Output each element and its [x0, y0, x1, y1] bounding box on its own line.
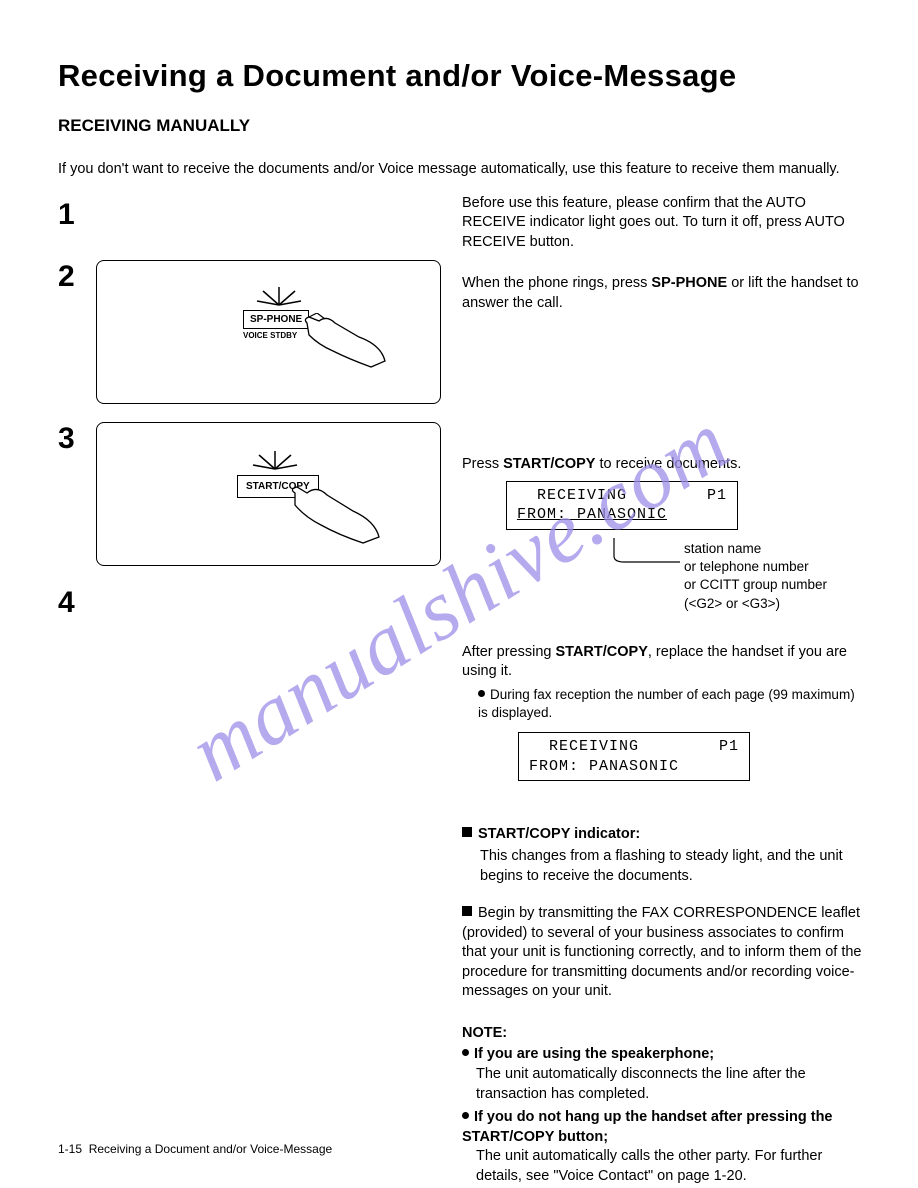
- page-footer: 1-15 Receiving a Document and/or Voice-M…: [58, 1142, 332, 1156]
- bullet-dot-icon: [478, 690, 485, 697]
- note-block: NOTE: If you are using the speakerphone;…: [462, 1024, 868, 1187]
- left-column: 1 2 SP-PHONE VOICE STDBY: [58, 194, 462, 1187]
- bullet-dot-icon: [462, 1112, 469, 1119]
- indicator-block: START/COPY indicator: This changes from …: [462, 825, 868, 886]
- transmit-text: Begin by transmitting the FAX CORRESPOND…: [462, 905, 862, 999]
- step-1-text: Before use this feature, please confirm …: [462, 194, 868, 253]
- step-4-number: 4: [58, 586, 86, 620]
- section-subtitle: RECEIVING MANUALLY: [58, 116, 868, 136]
- step-3-illustration: START/COPY: [96, 422, 441, 566]
- transmit-block: Begin by transmitting the FAX CORRESPOND…: [462, 904, 868, 1002]
- note-heading: NOTE:: [462, 1024, 868, 1044]
- lcd1-line2: FROM: PANASONIC: [517, 506, 667, 523]
- step-4-subbullet: During fax reception the number of each …: [478, 686, 868, 722]
- hand-icon: [299, 313, 389, 371]
- lcd2-line1: RECEIVING P1: [529, 738, 739, 755]
- bullet-dot-icon: [462, 1049, 469, 1056]
- bullet-square-icon: [462, 906, 472, 916]
- step-3-bold: START/COPY: [503, 456, 595, 472]
- lcd-display-2: RECEIVING P1 FROM: PANASONIC: [518, 732, 750, 781]
- indicator-body: This changes from a flashing to steady l…: [480, 847, 868, 886]
- step-2-bold: SP-PHONE: [651, 275, 727, 291]
- step-2-number: 2: [58, 260, 86, 294]
- bullet-square-icon: [462, 827, 472, 837]
- step-4-text-a: After pressing: [462, 644, 556, 660]
- lcd1-line1: RECEIVING P1: [517, 487, 727, 504]
- footer-title: Receiving a Document and/or Voice-Messag…: [89, 1142, 332, 1156]
- step-2-text: When the phone rings, press SP-PHONE or …: [462, 274, 868, 313]
- step-3-number: 3: [58, 422, 86, 456]
- step-4-subbullet-text: During fax reception the number of each …: [478, 687, 855, 720]
- note-1-bold: If you are using the speakerphone;: [474, 1046, 714, 1062]
- note-2-body: The unit automatically calls the other p…: [476, 1147, 868, 1186]
- callout-l4: (<G2> or <G3>): [684, 595, 868, 613]
- note-1-body: The unit automatically disconnects the l…: [476, 1065, 868, 1104]
- right-column: Before use this feature, please confirm …: [462, 194, 868, 1187]
- step-2-illustration: SP-PHONE VOICE STDBY: [96, 260, 441, 404]
- page-title: Receiving a Document and/or Voice-Messag…: [58, 58, 868, 94]
- step-1-number: 1: [58, 198, 86, 232]
- footer-page-number: 1-15: [58, 1142, 82, 1156]
- step-3-text-b: to receive documents.: [595, 456, 741, 472]
- note-2-bold: If you do not hang up the handset after …: [462, 1109, 833, 1145]
- intro-paragraph: If you don't want to receive the documen…: [58, 160, 868, 180]
- indicator-light-icon: [245, 447, 305, 473]
- step-3-text: Press START/COPY to receive documents.: [462, 455, 868, 475]
- step-4-text: After pressing START/COPY, replace the h…: [462, 643, 868, 682]
- callout-leader-line: [584, 538, 794, 568]
- step-4-bold: START/COPY: [556, 644, 648, 660]
- lcd2-line2: FROM: PANASONIC: [529, 758, 679, 775]
- indicator-light-icon: [249, 283, 309, 309]
- indicator-heading: START/COPY indicator:: [478, 826, 640, 842]
- hand-icon: [283, 485, 383, 547]
- step-2-text-a: When the phone rings, press: [462, 275, 651, 291]
- callout-l3: or CCITT group number: [684, 576, 868, 594]
- lcd-display-1: RECEIVING P1 FROM: PANASONIC: [506, 481, 738, 530]
- step-3-text-a: Press: [462, 456, 503, 472]
